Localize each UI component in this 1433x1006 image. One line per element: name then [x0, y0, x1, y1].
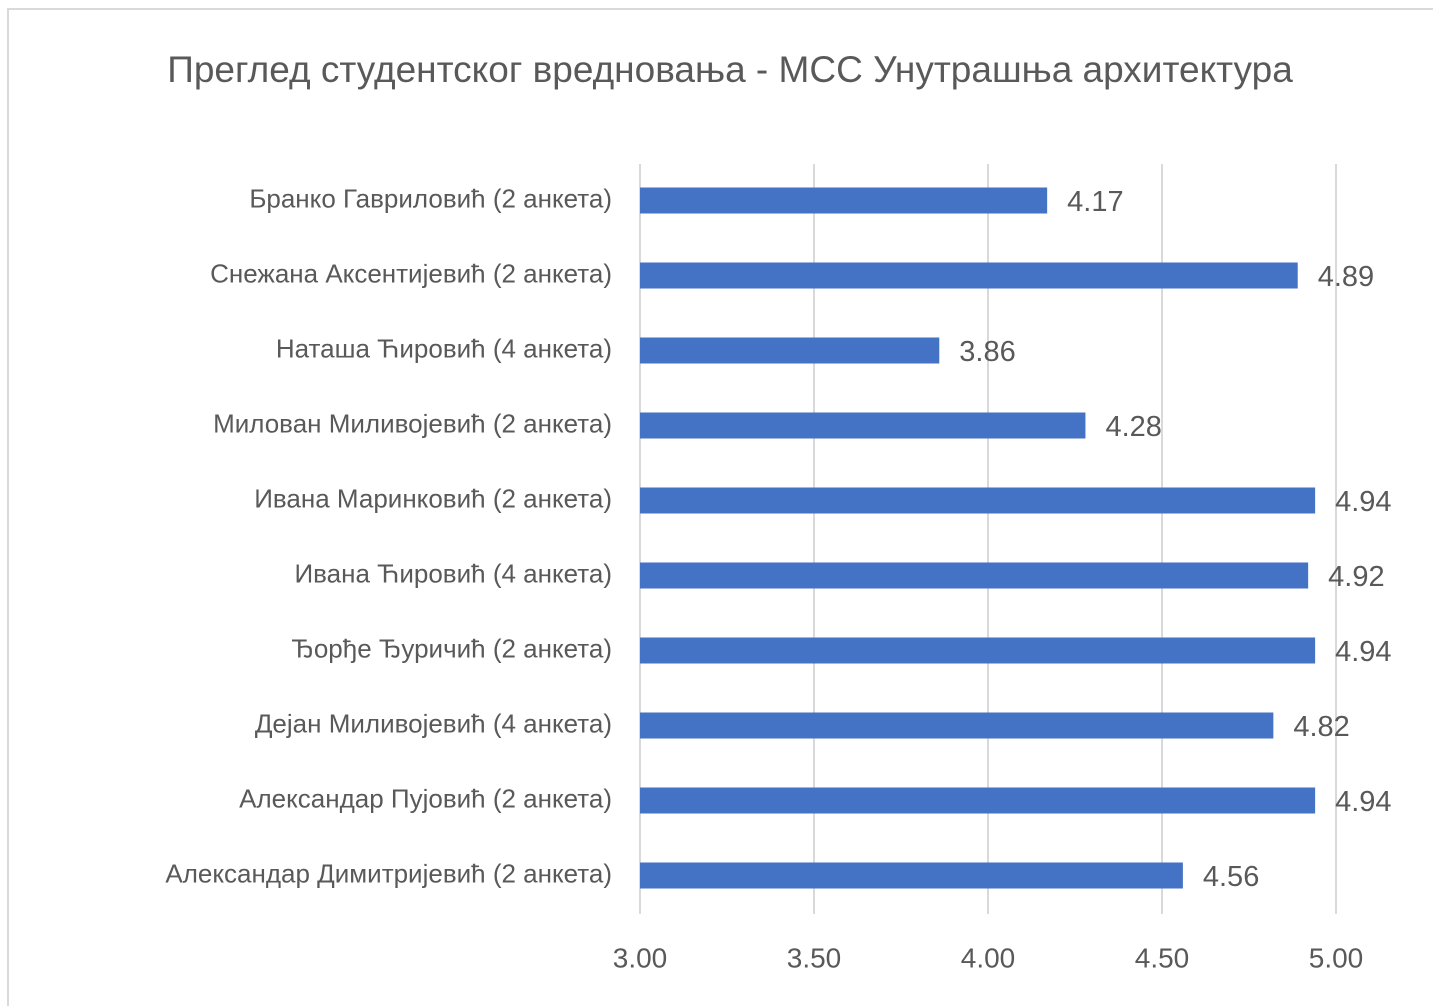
bar — [640, 412, 1086, 439]
x-tick-label: 5.00 — [1309, 942, 1364, 973]
y-tick-label: Наташа Ћировић (4 анкета) — [276, 333, 612, 363]
bar — [640, 487, 1316, 514]
bar — [640, 787, 1316, 814]
data-label: 4.82 — [1293, 711, 1349, 743]
data-label: 4.94 — [1335, 636, 1391, 668]
y-tick-label: Ивана Ћировић (4 анкета) — [294, 558, 612, 588]
bar — [640, 187, 1048, 214]
bar — [640, 862, 1183, 889]
y-tick-label: Милован Миливојевић (2 анкета) — [213, 408, 612, 438]
data-label: 4.89 — [1318, 261, 1374, 293]
y-tick-label: Ивана Маринковић (2 анкета) — [254, 483, 612, 513]
y-tick-label: Александар Димитријевић (2 анкета) — [165, 858, 612, 888]
data-label: 3.86 — [959, 336, 1015, 368]
data-label: 4.94 — [1335, 486, 1391, 518]
data-label: 4.56 — [1203, 861, 1259, 893]
y-tick-label: Снежана Аксентијевић (2 анкета) — [210, 258, 612, 288]
data-label: 4.94 — [1335, 786, 1391, 818]
y-tick-label: Дејан Миливојевић (4 анкета) — [255, 708, 612, 738]
bar — [640, 712, 1274, 739]
x-tick-label: 4.50 — [1135, 942, 1190, 973]
x-tick-label: 3.00 — [613, 942, 668, 973]
data-label: 4.17 — [1067, 186, 1123, 218]
bar — [640, 637, 1316, 664]
y-tick-label: Александар Пујовић (2 анкета) — [239, 783, 612, 813]
data-label: 4.92 — [1328, 561, 1384, 593]
chart-title: Преглед студентског вредновања - МСС Уну… — [167, 49, 1293, 90]
bar — [640, 562, 1309, 589]
bar — [640, 262, 1298, 289]
bar — [640, 337, 940, 364]
x-tick-label: 4.00 — [961, 942, 1016, 973]
x-tick-label: 3.50 — [787, 942, 842, 973]
data-label: 4.28 — [1105, 411, 1161, 443]
chart-border — [7, 8, 1433, 1006]
y-tick-label: Бранко Гавриловић (2 анкета) — [249, 183, 612, 213]
y-tick-label: Ђорђе Ђуричић (2 анкета) — [291, 633, 612, 663]
